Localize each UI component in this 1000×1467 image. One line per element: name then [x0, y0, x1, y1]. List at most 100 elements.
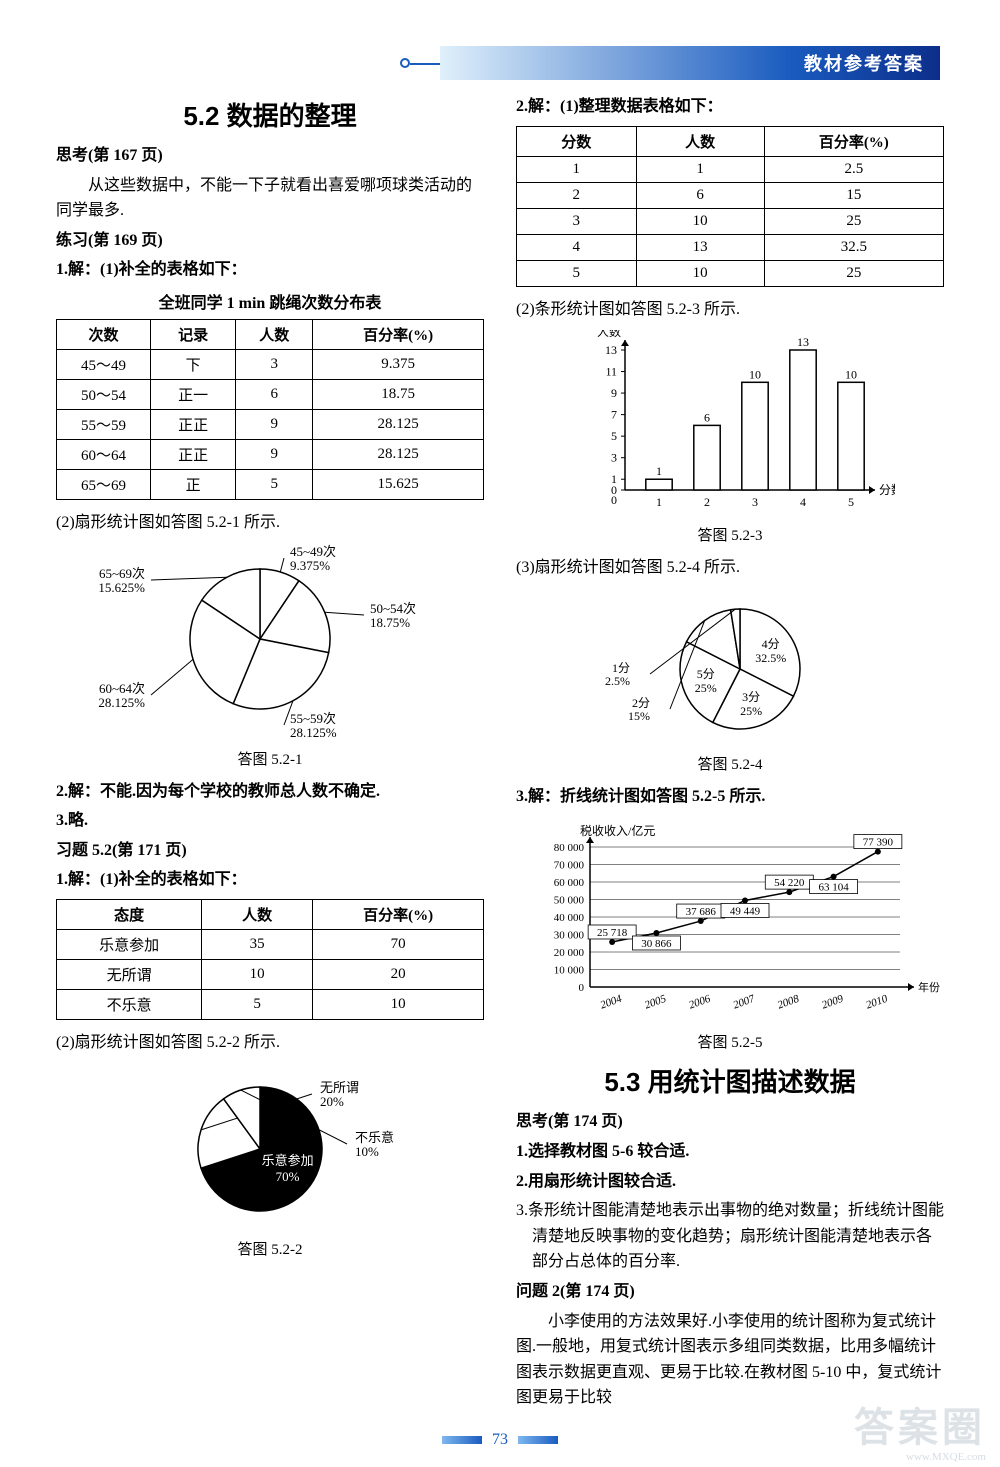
- svg-text:0: 0: [579, 982, 585, 994]
- svg-text:2007: 2007: [732, 993, 757, 1012]
- line-wrap: 税收收入/亿元年份010 00020 00030 00040 00050 000…: [516, 817, 944, 1052]
- pie-chart-2: 乐意参加70%无所谓20%不乐意10%: [110, 1064, 430, 1234]
- svg-text:60~64次: 60~64次: [99, 681, 145, 696]
- svg-text:4分: 4分: [762, 637, 780, 651]
- svg-text:9.375%: 9.375%: [290, 558, 330, 573]
- q1-head: 1.解：(1)补全的表格如下：: [56, 257, 484, 283]
- table-header: 态度: [57, 899, 202, 929]
- q1-part2: (2)扇形统计图如答图 5.2-1 所示.: [56, 510, 484, 536]
- svg-text:年份: 年份: [918, 980, 940, 994]
- svg-text:49 449: 49 449: [730, 906, 761, 918]
- table1-title: 全班同学 1 min 跳绳次数分布表: [56, 289, 484, 313]
- svg-text:11: 11: [605, 365, 617, 379]
- svg-text:不乐意: 不乐意: [355, 1130, 394, 1145]
- svg-text:1: 1: [611, 472, 617, 486]
- svg-text:15%: 15%: [628, 709, 650, 723]
- section-5-3-title: 5.3 用统计图描述数据: [516, 1062, 944, 1099]
- svg-text:70 000: 70 000: [554, 860, 585, 872]
- table-row: 50～54正一618.75: [57, 379, 484, 409]
- svg-text:28.125%: 28.125%: [290, 725, 337, 740]
- pie-3-wrap: 4分32.5%3分25%5分25%2分15%1分2.5% 答图 5.2-4: [516, 589, 944, 774]
- pie2-caption: 答图 5.2-2: [56, 1238, 484, 1259]
- header-tab: 教材参考答案: [804, 50, 924, 76]
- svg-text:6: 6: [704, 411, 710, 425]
- svg-text:50 000: 50 000: [554, 895, 585, 907]
- header-band: 教材参考答案: [440, 46, 940, 80]
- svg-text:20%: 20%: [320, 1094, 344, 1109]
- page-footer: 73: [0, 1431, 1000, 1449]
- svg-text:5分: 5分: [697, 667, 715, 681]
- table-row: 51025: [517, 260, 944, 286]
- svg-text:45~49次: 45~49次: [290, 544, 336, 559]
- line-caption: 答图 5.2-5: [516, 1031, 944, 1052]
- svg-text:28.125%: 28.125%: [98, 695, 145, 710]
- think2-label: 思考(第 174 页): [516, 1109, 944, 1135]
- svg-text:2004: 2004: [599, 993, 624, 1012]
- table-row: 不乐意510: [57, 989, 484, 1019]
- pie1-caption: 答图 5.2-1: [56, 748, 484, 769]
- table-header: 百分率(%): [764, 126, 943, 156]
- pie-2-wrap: 乐意参加70%无所谓20%不乐意10% 答图 5.2-2: [56, 1064, 484, 1259]
- svg-text:10: 10: [845, 367, 857, 381]
- watermark: 答案圈: [854, 1395, 986, 1453]
- pie-1-wrap: 45~49次9.375%50~54次18.75%55~59次28.125%60~…: [56, 544, 484, 769]
- svg-text:10%: 10%: [355, 1144, 379, 1159]
- page-number: 73: [492, 1431, 508, 1448]
- table-row: 55～59正正928.125: [57, 409, 484, 439]
- ex-label: 习题 5.2(第 171 页): [56, 838, 484, 864]
- watermark-sub: www.MXQE.com: [906, 1451, 986, 1463]
- svg-text:分数: 分数: [879, 482, 895, 497]
- svg-text:2.5%: 2.5%: [605, 674, 630, 688]
- svg-text:5: 5: [848, 495, 854, 509]
- svg-text:18.75%: 18.75%: [370, 615, 410, 630]
- svg-text:80 000: 80 000: [554, 842, 585, 854]
- footer-bar-left: [442, 1436, 482, 1444]
- table-row: 31025: [517, 208, 944, 234]
- svg-text:25 718: 25 718: [597, 927, 628, 939]
- ex1-part2: (2)扇形统计图如答图 5.2-2 所示.: [56, 1030, 484, 1056]
- svg-text:0: 0: [611, 493, 617, 507]
- s2-q1: 1.选择教材图 5-6 较合适.: [516, 1139, 944, 1165]
- svg-text:2010: 2010: [864, 993, 889, 1012]
- svg-text:60 000: 60 000: [554, 877, 585, 889]
- svg-text:2: 2: [704, 495, 710, 509]
- header-dot: [400, 58, 410, 68]
- svg-text:2006: 2006: [687, 993, 712, 1012]
- table-3: 分数人数百分率(%)112.526153102541332.551025: [516, 126, 944, 287]
- table-row: 65～69正515.625: [57, 469, 484, 499]
- line-chart: 税收收入/亿元年份010 00020 00030 00040 00050 000…: [520, 817, 940, 1027]
- table-header: 百分率(%): [313, 899, 484, 929]
- svg-text:40 000: 40 000: [554, 912, 585, 924]
- svg-text:13: 13: [797, 335, 809, 349]
- r-q3-head: 3.解：折线统计图如答图 5.2-5 所示.: [516, 784, 944, 810]
- prob2-label: 问题 2(第 174 页): [516, 1279, 944, 1305]
- svg-text:10: 10: [749, 367, 761, 381]
- table-header: 百分率(%): [313, 319, 484, 349]
- footer-bar-right: [518, 1436, 558, 1444]
- svg-text:25%: 25%: [740, 704, 762, 718]
- table-header: 分数: [517, 126, 637, 156]
- s2-q3: 3.条形统计图能清楚地表示出事物的绝对数量；折线统计图能清楚地反映事物的变化趋势…: [516, 1198, 944, 1275]
- svg-text:1: 1: [656, 495, 662, 509]
- table-row: 无所谓1020: [57, 959, 484, 989]
- svg-text:3: 3: [752, 495, 758, 509]
- svg-text:无所谓: 无所谓: [320, 1080, 359, 1095]
- right-column: 2.解：(1)整理数据表格如下： 分数人数百分率(%)112.526153102…: [516, 90, 944, 1427]
- table-row: 112.5: [517, 156, 944, 182]
- q2: 2.解：不能.因为每个学校的教师总人数不确定.: [56, 779, 484, 805]
- r-q2-head: 2.解：(1)整理数据表格如下：: [516, 94, 944, 120]
- svg-text:人数: 人数: [597, 330, 621, 339]
- svg-text:3: 3: [611, 451, 617, 465]
- svg-text:20 000: 20 000: [554, 947, 585, 959]
- svg-text:30 866: 30 866: [641, 938, 672, 950]
- table-header: 记录: [150, 319, 235, 349]
- svg-text:13: 13: [605, 343, 617, 357]
- svg-text:1: 1: [656, 464, 662, 478]
- pie3-caption: 答图 5.2-4: [516, 753, 944, 774]
- svg-text:50~54次: 50~54次: [370, 601, 416, 616]
- svg-text:7: 7: [611, 408, 617, 422]
- svg-text:1分: 1分: [612, 661, 630, 675]
- svg-text:2009: 2009: [820, 993, 845, 1012]
- ex1-head: 1.解：(1)补全的表格如下：: [56, 867, 484, 893]
- table-row: 2615: [517, 182, 944, 208]
